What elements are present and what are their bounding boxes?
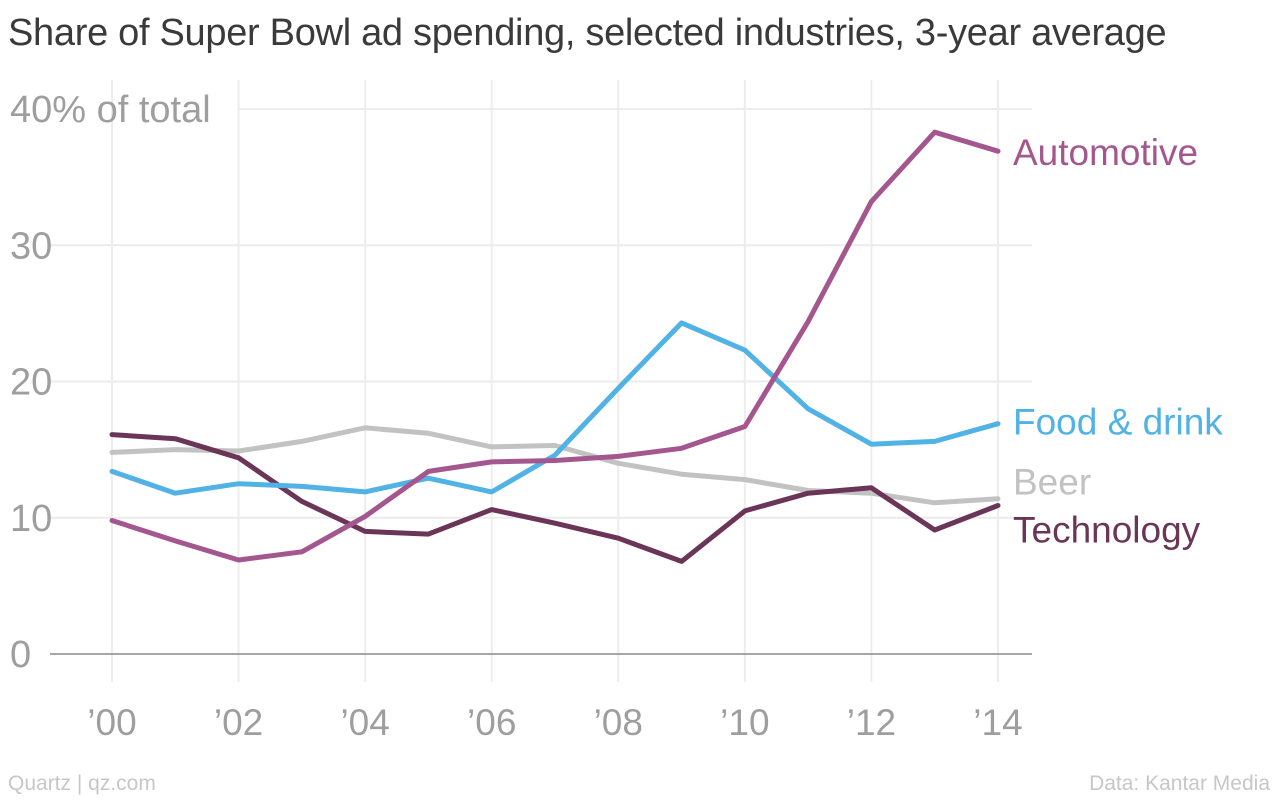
y-tick-label: 0 — [10, 634, 31, 676]
series-labels: Automotive Food & drink Beer Technology — [1013, 132, 1223, 550]
y-tick-label: 20 — [10, 362, 52, 404]
series-label-automotive: Automotive — [1013, 132, 1198, 173]
x-tick-label: ’02 — [214, 702, 263, 743]
x-tick-label: ’08 — [594, 702, 643, 743]
x-tick-label: ’10 — [720, 702, 769, 743]
x-tick-label: ’14 — [973, 702, 1022, 743]
footer-credit: Quartz | qz.com — [8, 772, 156, 795]
axes: 0 10 20 30 40% of total ’00 ’02 ’04 ’06 ’08 ’10 ’12… — [10, 89, 1023, 743]
grid — [50, 80, 1032, 682]
series-line-technology — [109, 432, 1001, 564]
series-label-beer: Beer — [1013, 462, 1091, 503]
x-tick-label: ’04 — [340, 702, 389, 743]
series-label-food-drink: Food & drink — [1013, 402, 1223, 443]
series-lines — [109, 129, 1001, 564]
series-line-beer — [109, 425, 1001, 506]
chart-title: Share of Super Bowl ad spending, selecte… — [8, 12, 1167, 54]
series-label-technology: Technology — [1013, 509, 1201, 550]
x-tick-label: ’00 — [87, 702, 136, 743]
y-tick-label: 40% of total — [10, 89, 211, 131]
series-line-food-drink — [109, 320, 1001, 496]
series-line-automotive — [109, 129, 1001, 563]
y-tick-label: 10 — [10, 498, 52, 540]
footer-source: Data: Kantar Media — [1089, 772, 1270, 795]
x-tick-label: ’06 — [467, 702, 516, 743]
y-tick-label: 30 — [10, 225, 52, 267]
x-tick-label: ’12 — [847, 702, 896, 743]
